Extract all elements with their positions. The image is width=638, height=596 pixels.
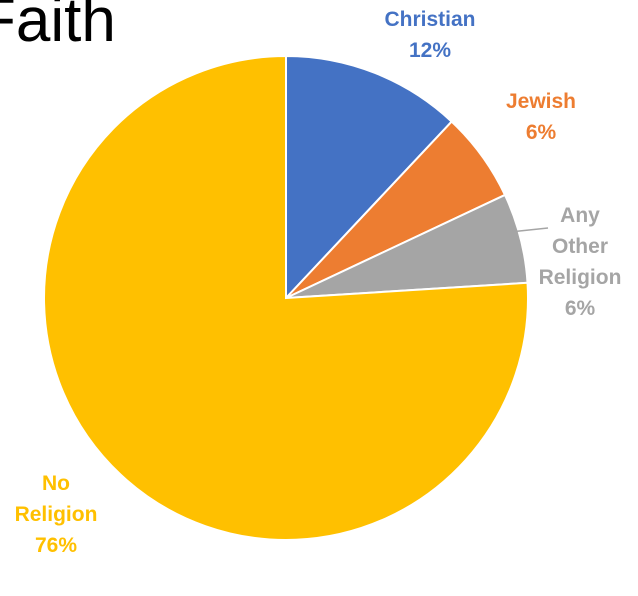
data-label-any-other-religion: Any Other Religion 6%: [539, 204, 622, 320]
data-label-jewish: Jewish 6%: [506, 90, 576, 144]
chart-title: Faith: [0, 0, 116, 55]
data-label-christian: Christian 12%: [384, 8, 475, 62]
leader-line-any-other-religion: [509, 227, 549, 233]
pie-slice-no-religion: [43, 54, 529, 541]
pie-slice-christian: [285, 54, 454, 301]
data-label-no-religion: No Religion 76%: [15, 472, 98, 557]
